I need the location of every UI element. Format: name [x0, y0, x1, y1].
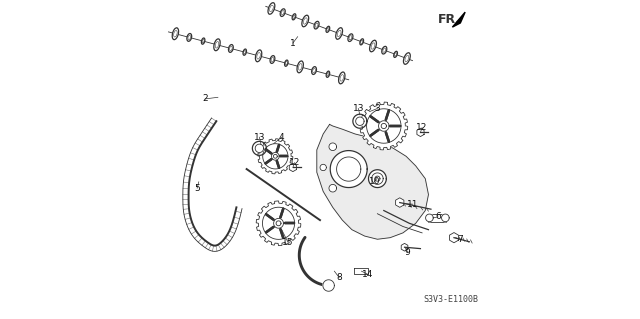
Ellipse shape — [202, 38, 205, 44]
Text: S3V3-E1100B: S3V3-E1100B — [424, 295, 479, 304]
Polygon shape — [317, 124, 428, 239]
Ellipse shape — [326, 71, 330, 77]
Polygon shape — [360, 102, 408, 150]
Ellipse shape — [326, 26, 330, 32]
Ellipse shape — [268, 3, 275, 14]
Ellipse shape — [187, 33, 191, 41]
Polygon shape — [375, 176, 380, 181]
Polygon shape — [449, 233, 458, 243]
Ellipse shape — [312, 67, 316, 74]
Text: 1: 1 — [290, 39, 296, 48]
Text: 7: 7 — [458, 235, 463, 244]
Text: FR.: FR. — [438, 13, 461, 26]
Text: 15: 15 — [282, 238, 294, 247]
Text: 3: 3 — [374, 104, 380, 113]
Ellipse shape — [339, 72, 345, 84]
Text: 13: 13 — [253, 133, 265, 142]
Polygon shape — [378, 121, 389, 131]
Polygon shape — [320, 164, 326, 171]
Polygon shape — [369, 170, 387, 188]
Polygon shape — [355, 268, 368, 274]
Ellipse shape — [369, 40, 376, 52]
Ellipse shape — [394, 51, 397, 57]
Ellipse shape — [228, 45, 233, 52]
Polygon shape — [323, 280, 334, 291]
Polygon shape — [330, 151, 367, 188]
Polygon shape — [401, 243, 408, 251]
Text: 2: 2 — [202, 94, 208, 103]
Ellipse shape — [336, 28, 342, 39]
Text: 5: 5 — [195, 184, 200, 193]
Polygon shape — [356, 117, 364, 125]
Polygon shape — [258, 139, 293, 174]
Text: 11: 11 — [407, 200, 419, 209]
Ellipse shape — [172, 28, 179, 40]
Text: 9: 9 — [405, 248, 411, 256]
Ellipse shape — [403, 53, 410, 64]
Polygon shape — [452, 12, 465, 27]
Polygon shape — [417, 128, 424, 137]
Polygon shape — [329, 143, 337, 151]
Ellipse shape — [382, 46, 387, 54]
Text: 8: 8 — [336, 273, 342, 282]
Ellipse shape — [280, 9, 285, 17]
Text: 13: 13 — [353, 104, 364, 113]
Polygon shape — [289, 163, 296, 172]
Ellipse shape — [348, 34, 353, 41]
Polygon shape — [396, 198, 404, 207]
Ellipse shape — [302, 15, 308, 27]
Ellipse shape — [297, 61, 303, 73]
Ellipse shape — [314, 21, 319, 29]
Text: 14: 14 — [362, 270, 374, 279]
Polygon shape — [255, 144, 264, 152]
Ellipse shape — [360, 39, 364, 45]
Ellipse shape — [270, 56, 275, 63]
Polygon shape — [256, 201, 301, 246]
Text: 12: 12 — [417, 123, 428, 132]
Polygon shape — [273, 154, 277, 158]
Polygon shape — [329, 184, 337, 192]
Polygon shape — [271, 152, 279, 160]
Polygon shape — [252, 141, 266, 155]
Ellipse shape — [214, 39, 220, 51]
Polygon shape — [426, 214, 433, 222]
Ellipse shape — [292, 14, 296, 20]
Text: 12: 12 — [289, 158, 300, 167]
Ellipse shape — [255, 50, 262, 62]
Polygon shape — [442, 214, 449, 222]
Polygon shape — [428, 214, 446, 222]
Text: 10: 10 — [369, 177, 380, 186]
Ellipse shape — [285, 60, 288, 66]
Polygon shape — [381, 123, 387, 129]
Text: 4: 4 — [279, 133, 285, 142]
Text: 6: 6 — [435, 212, 441, 221]
Polygon shape — [274, 219, 284, 228]
Polygon shape — [276, 221, 281, 226]
Ellipse shape — [243, 49, 246, 55]
Polygon shape — [353, 114, 367, 128]
